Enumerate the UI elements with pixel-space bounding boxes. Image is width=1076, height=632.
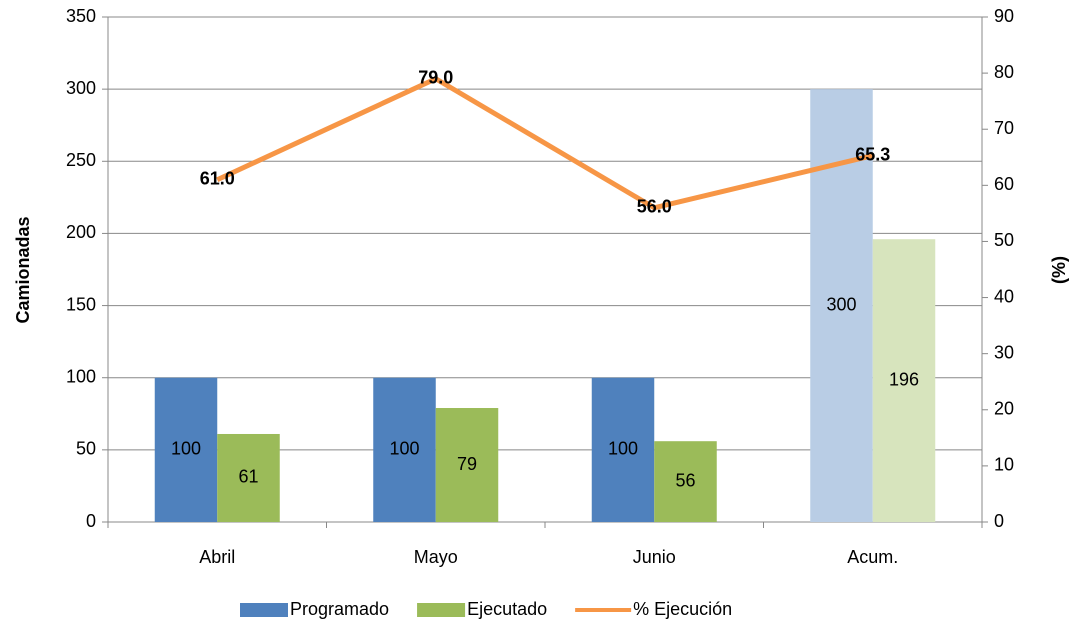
legend-swatch [240, 603, 288, 617]
bar [217, 433, 280, 522]
y-tick-label: 50 [76, 439, 96, 459]
bar [154, 377, 218, 522]
y2-tick-label: 50 [994, 230, 1014, 250]
line-value-label: 56.0 [637, 197, 672, 217]
x-tick-label: Mayo [414, 547, 458, 567]
y2-tick-label: 90 [994, 6, 1014, 26]
y2-tick-label: 40 [994, 286, 1014, 306]
legend-label: Programado [290, 599, 389, 619]
y-tick-label: 350 [66, 6, 96, 26]
legend-swatch [417, 603, 466, 617]
line-value-label: 79.0 [418, 67, 453, 87]
y2-tick-label: 0 [994, 511, 1004, 531]
y-axis-label: Camionadas [13, 216, 33, 323]
y-tick-label: 0 [86, 511, 96, 531]
bar-value-label: 196 [889, 369, 919, 389]
bar [373, 377, 436, 522]
y-tick-label: 200 [66, 222, 96, 242]
y-tick-label: 150 [66, 294, 96, 314]
y2-tick-label: 20 [994, 399, 1014, 419]
bar-value-label: 300 [826, 294, 856, 314]
y2-tick-label: 60 [994, 174, 1014, 194]
bar-value-label: 61 [238, 467, 258, 487]
bar [654, 441, 717, 522]
y-tick-label: 250 [66, 150, 96, 170]
legend-label: % Ejecución [633, 599, 732, 619]
bar [872, 239, 936, 522]
line-value-label: 65.3 [855, 144, 890, 164]
y2-axis-label: (%) [1049, 256, 1069, 284]
y-tick-label: 300 [66, 78, 96, 98]
legend-label: Ejecutado [467, 599, 547, 619]
y2-tick-label: 80 [994, 62, 1014, 82]
bar [591, 377, 655, 522]
y2-tick-label: 70 [994, 118, 1014, 138]
bar-value-label: 100 [389, 439, 419, 459]
y-tick-label: 100 [66, 366, 96, 386]
line-series [216, 76, 874, 211]
y2-tick-label: 30 [994, 342, 1014, 362]
x-tick-label: Junio [633, 547, 676, 567]
bar-value-label: 79 [457, 454, 477, 474]
bar-value-label: 56 [675, 470, 695, 490]
x-tick-label: Abril [199, 547, 235, 567]
bar-value-label: 100 [171, 439, 201, 459]
x-tick-label: Acum. [847, 547, 898, 567]
bar-value-label: 100 [608, 439, 638, 459]
y2-tick-label: 10 [994, 455, 1014, 475]
bar [435, 408, 499, 522]
line-value-label: 61.0 [200, 168, 235, 188]
